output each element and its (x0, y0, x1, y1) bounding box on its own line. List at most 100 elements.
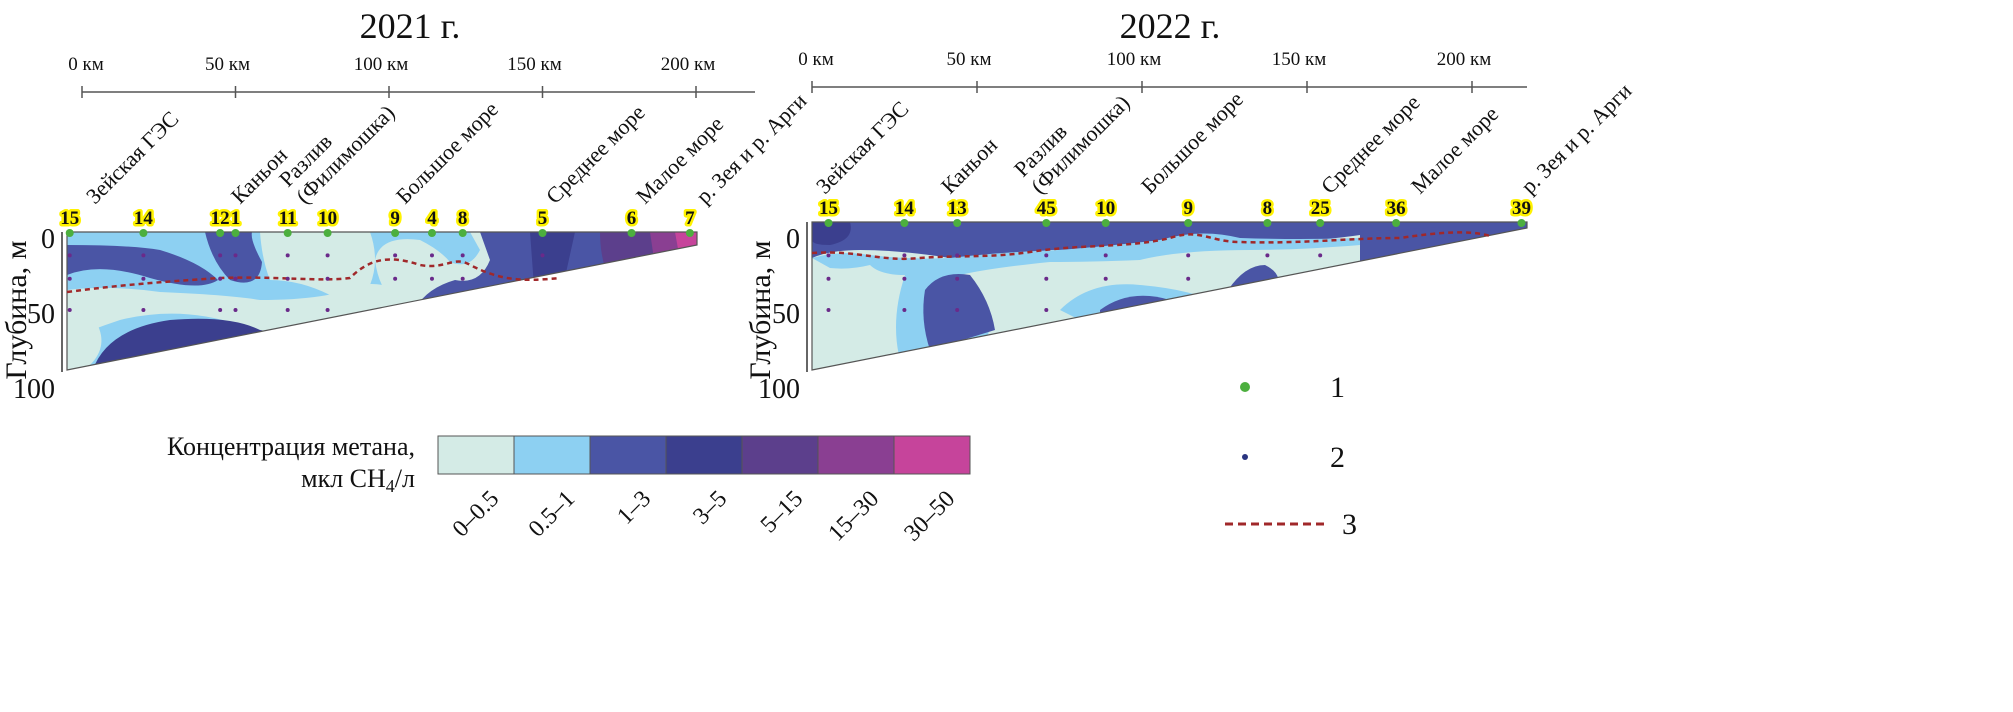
sampling-point (285, 276, 290, 281)
location-label: Большое море (1136, 86, 1248, 198)
km-tick-label: 0 км (798, 49, 834, 70)
station-marker (1263, 219, 1272, 227)
station-number: 6 (627, 208, 637, 229)
sampling-point (285, 253, 290, 258)
station-number: 9 (1183, 198, 1193, 219)
sampling-point (233, 276, 238, 281)
station-marker (953, 219, 962, 227)
contour-fill-2022 (812, 222, 1527, 370)
location-label: Разлив(Филимошка) (274, 83, 400, 209)
station-marker (900, 219, 909, 227)
y-ticks-2022: 0 50 100 (758, 224, 800, 405)
km-tick-label: 100 км (1107, 49, 1162, 70)
y-tick-label: 0 (786, 224, 800, 255)
km-tick-label: 200 км (1437, 49, 1492, 70)
sampling-point (218, 276, 223, 281)
legend-swatch (817, 435, 895, 475)
sampling-point (1186, 253, 1191, 258)
station-number: 25 (1311, 198, 1330, 219)
station-number: 8 (1263, 198, 1273, 219)
legend-swatch (589, 435, 667, 475)
station-number: 9 (390, 208, 400, 229)
km-tick-label: 150 км (1272, 49, 1327, 70)
legend-title-line2: мкл CH4/л (301, 464, 415, 496)
station-number: 10 (318, 208, 337, 229)
y-tick-label: 100 (13, 374, 55, 405)
panel-2022: 0 км 50 км 100 км 150 км 200 км Зейская ГЭС К… (744, 49, 1636, 405)
sampling-point (955, 308, 960, 312)
station-marker (1517, 219, 1526, 227)
sampling-point (955, 253, 960, 258)
symbol-label-2: 2 (1330, 441, 1345, 474)
location-label: Малое море (1406, 101, 1503, 198)
green-dot-icon (1240, 382, 1250, 392)
station-number: 36 (1387, 198, 1406, 219)
sampling-point (325, 308, 330, 312)
legend-bin-label: 1–3 (612, 486, 656, 530)
sampling-point (233, 253, 238, 258)
sampling-point (1044, 276, 1049, 281)
station-marker (1042, 219, 1051, 227)
station-marker (1316, 219, 1325, 227)
sampling-point (955, 276, 960, 281)
sampling-point (460, 276, 465, 281)
panel-title-2022: 2022 г. (1120, 6, 1221, 46)
sampling-point (393, 276, 398, 281)
sampling-point (141, 276, 146, 281)
location-label: Зейская ГЭС (811, 96, 914, 199)
station-marker (139, 229, 148, 237)
km-tick-label: 100 км (354, 54, 409, 75)
sampling-point (1265, 253, 1270, 258)
station-number: 10 (1096, 198, 1115, 219)
sampling-point (285, 308, 290, 312)
section-outline-2021 (66, 231, 698, 371)
stations-2021: 15 14 12 1 11 10 9 4 8 5 6 7 (58, 206, 698, 312)
location-labels-2022: Зейская ГЭС Каньон Разлив(Филимошка) Большо… (811, 78, 1637, 199)
location-label: Большое море (391, 96, 503, 208)
thermocline-line-2021 (66, 258, 561, 294)
station-marker (458, 229, 467, 237)
panel-title-2021: 2021 г. (360, 6, 461, 46)
legend-bin-label: 15–30 (823, 486, 884, 547)
km-tick-label: 200 км (661, 54, 716, 75)
sampling-point (826, 253, 831, 258)
legend-swatch (665, 435, 743, 475)
sampling-point (393, 253, 398, 258)
legend-swatch (741, 435, 819, 475)
stations-2022: 15 14 13 45 10 9 8 25 36 39 (817, 196, 1534, 312)
station-marker (1392, 219, 1401, 227)
station-number: 14 (134, 208, 154, 229)
sampling-point (67, 308, 72, 312)
symbol-label-1: 1 (1330, 371, 1345, 404)
legend-bin-label: 0.5–1 (524, 486, 581, 543)
station-number: 15 (60, 208, 79, 229)
legend-swatch (513, 435, 591, 475)
km-axis-2022: 0 км 50 км 100 км 150 км 200 км (798, 49, 1527, 93)
y-tick-label: 100 (758, 374, 800, 405)
sampling-point (141, 308, 146, 312)
sampling-point (826, 308, 831, 312)
station-marker (824, 219, 833, 227)
station-marker (65, 229, 74, 237)
station-number: 13 (948, 198, 967, 219)
legend-swatch (437, 435, 515, 475)
legend-bin-label: 0–0.5 (448, 486, 505, 543)
legend-bin-label: 5–15 (756, 486, 808, 538)
sampling-point (67, 276, 72, 281)
sampling-point (233, 308, 238, 312)
station-number: 8 (458, 208, 468, 229)
thermocline-line-2022 (811, 231, 1491, 261)
station-marker (216, 229, 225, 237)
sampling-point (325, 253, 330, 258)
station-number: 1 (231, 208, 241, 229)
legend-title-line1: Концентрация метана, (167, 432, 415, 461)
y-ticks-2021: 0 50 100 (13, 224, 55, 405)
km-tick-label: 50 км (946, 49, 991, 70)
sampling-point (1186, 276, 1191, 281)
sampling-point (429, 276, 434, 281)
station-number: 39 (1512, 198, 1531, 219)
sampling-point (1044, 308, 1049, 312)
station-marker (538, 229, 547, 237)
y-tick-label: 50 (772, 299, 800, 330)
sampling-point (1044, 253, 1049, 258)
